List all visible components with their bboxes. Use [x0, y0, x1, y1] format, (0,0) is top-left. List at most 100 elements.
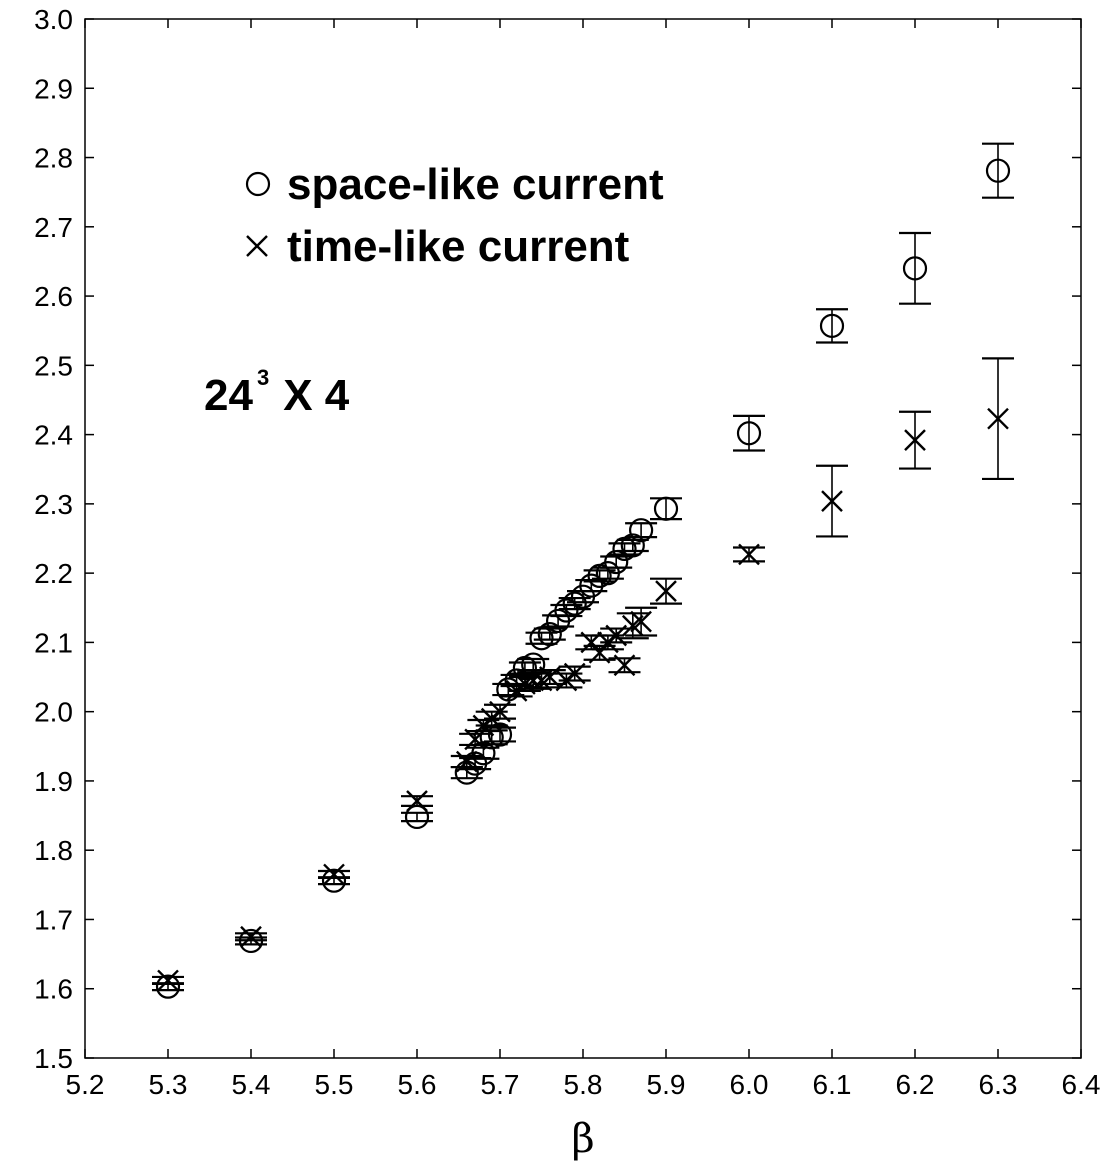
space-like-point: [537, 621, 562, 647]
space-like-point: [985, 158, 1011, 183]
x-tick-label: 5.3: [149, 1069, 188, 1100]
time-like-point-stroke: [522, 669, 545, 692]
time-like-point-stroke: [987, 407, 1009, 430]
space-like-point: [155, 974, 181, 999]
x-tick-label: 6.3: [979, 1069, 1018, 1100]
time-like-point-stroke: [240, 925, 262, 948]
time-like-point-stroke: [904, 429, 926, 451]
time-like-point: [522, 669, 545, 692]
y-tick-label: 1.7: [34, 904, 73, 935]
y-tick-label: 1.5: [34, 1043, 73, 1074]
time-like-point: [613, 654, 636, 677]
y-tick-label: 3.0: [34, 4, 73, 35]
legend-cross-marker: [246, 235, 268, 257]
x-axis-title: β: [571, 1116, 594, 1162]
x-tick-label: 5.6: [398, 1069, 437, 1100]
time-like-point: [630, 610, 652, 633]
time-like-point-stroke: [630, 610, 652, 633]
time-like-point-stroke: [563, 662, 586, 685]
x-tick-label: 6.4: [1062, 1069, 1101, 1100]
time-like-point: [323, 863, 345, 886]
x-tick-label: 5.8: [564, 1069, 603, 1100]
x-tick-label: 5.4: [232, 1069, 271, 1100]
time-like-errorbars: [152, 357, 1014, 985]
space-like-point: [554, 598, 579, 623]
time-like-point-stroke: [455, 750, 478, 773]
x-tick-label: 5.7: [481, 1069, 520, 1100]
x-tick-label: 5.9: [647, 1069, 686, 1100]
x-tick-label: 5.2: [66, 1069, 105, 1100]
y-tick-label: 2.0: [34, 697, 73, 728]
legend-item-space-like: space-like current: [245, 160, 664, 209]
time-like-point: [455, 750, 478, 773]
time-like-point: [406, 790, 428, 812]
legend-item-time-like: time-like current: [246, 222, 630, 271]
space-like-point: [620, 533, 645, 558]
space-like-point: [628, 518, 654, 543]
y-tick-label: 2.8: [34, 143, 73, 174]
time-like-point-stroke: [821, 490, 843, 512]
y-tick-label: 1.9: [34, 766, 73, 797]
time-like-point-stroke: [580, 631, 603, 654]
space-like-point: [653, 496, 679, 521]
time-like-point-stroke: [613, 654, 636, 677]
time-like-point: [464, 728, 486, 751]
space-like-point: [604, 549, 629, 575]
time-like-point: [605, 624, 628, 647]
y-tick-label: 2.9: [34, 73, 73, 104]
x-tick-label: 6.2: [896, 1069, 935, 1100]
x-axis-ticks: 5.2 5.3 5.4 5.5 5.6 5.7 5.8 5.9 6.0 6.1 6.2 6.3 6.4: [66, 19, 1101, 1100]
time-like-point-stroke: [157, 969, 179, 992]
space-like-point: [902, 256, 928, 281]
time-like-point: [240, 925, 262, 948]
y-tick-label: 2.6: [34, 281, 73, 312]
space-like-point: [736, 421, 762, 446]
legend-circle-marker: [245, 171, 271, 197]
time-like-point-stroke: [738, 543, 760, 566]
time-like-point-stroke: [588, 641, 611, 664]
time-like-point: [489, 700, 511, 723]
space-like-point: [471, 741, 496, 766]
time-like-point-stroke: [538, 666, 561, 688]
time-like-point-stroke: [406, 790, 428, 812]
time-like-point: [588, 641, 611, 664]
y-tick-label: 2.3: [34, 489, 73, 520]
time-like-point-stroke: [323, 863, 345, 886]
lattice-annotation: 24 3 X 4: [204, 365, 350, 420]
y-tick-label: 2.7: [34, 212, 73, 243]
time-like-point: [738, 543, 760, 566]
time-like-point: [563, 662, 586, 685]
x-tick-label: 6.0: [730, 1069, 769, 1100]
space-like-point: [321, 868, 347, 893]
y-tick-label: 1.8: [34, 835, 73, 866]
y-tick-label: 1.6: [34, 974, 73, 1005]
space-like-point: [819, 313, 845, 338]
space-like-markers: [155, 158, 1011, 999]
time-like-point-stroke: [655, 580, 677, 602]
legend-label-time-like: time-like current: [287, 222, 630, 271]
x-tick-label: 5.5: [315, 1069, 354, 1100]
lattice-size-rest: X 4: [271, 371, 350, 420]
y-tick-label: 2.1: [34, 627, 73, 658]
space-like-point: [562, 591, 587, 616]
lattice-size-exponent: 3: [257, 365, 269, 390]
time-like-point: [987, 407, 1009, 430]
y-tick-label: 2.4: [34, 420, 73, 451]
time-like-point: [904, 429, 926, 451]
time-like-point: [655, 580, 677, 602]
time-like-point-stroke: [489, 700, 511, 723]
time-like-point: [580, 631, 603, 654]
y-tick-label: 2.5: [34, 350, 73, 381]
time-like-point: [538, 666, 561, 688]
legend: space-like current time-like current: [245, 160, 664, 271]
y-tick-label: 2.2: [34, 558, 73, 589]
lattice-size-base: 24: [204, 371, 253, 420]
time-like-point: [821, 490, 843, 512]
y-axis-ticks: 1.5 1.6 1.7 1.8 1.9 2.0 2.1 2.2 2.3 2.4 2.5 2.6 2.7 2…: [34, 4, 1081, 1074]
time-like-point: [157, 969, 179, 992]
time-like-markers: [157, 407, 1009, 992]
legend-label-space-like: space-like current: [287, 160, 664, 209]
time-like-point-stroke: [605, 624, 628, 647]
time-like-point-stroke: [464, 728, 486, 751]
